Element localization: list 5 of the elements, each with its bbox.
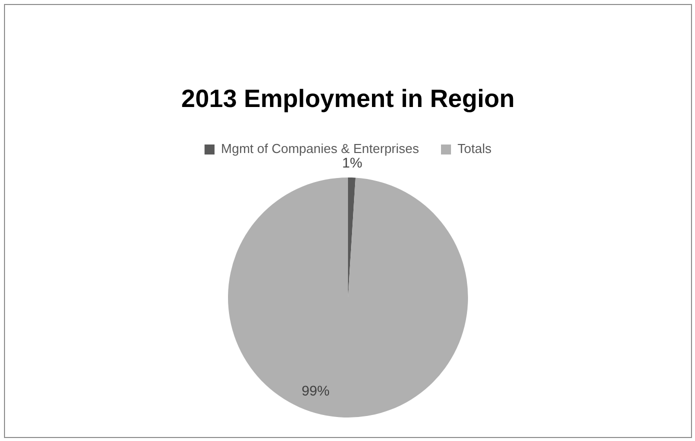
legend-label: Totals <box>458 141 492 156</box>
data-label: 99% <box>302 382 330 399</box>
legend-label: Mgmt of Companies & Enterprises <box>221 141 420 156</box>
data-label: 1% <box>342 154 362 170</box>
chart-title: 2013 Employment in Region <box>181 84 515 113</box>
